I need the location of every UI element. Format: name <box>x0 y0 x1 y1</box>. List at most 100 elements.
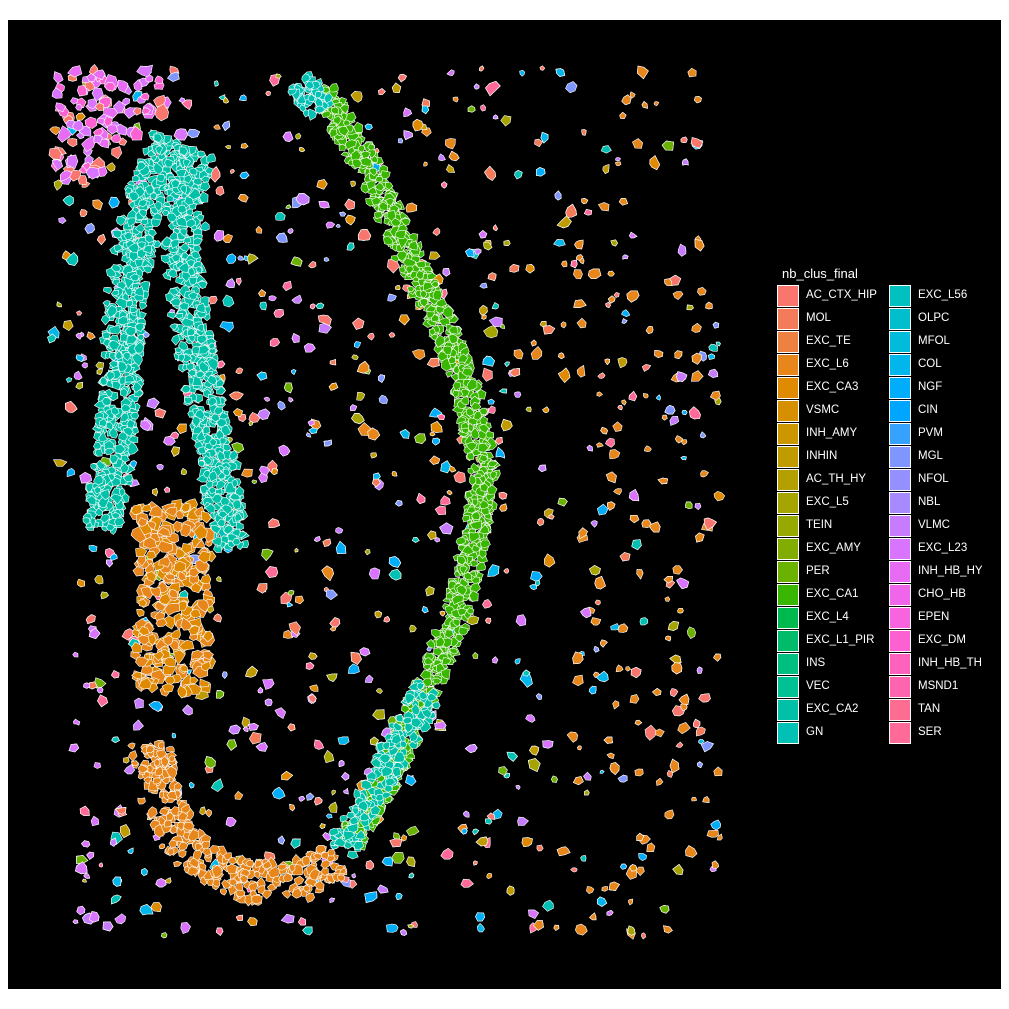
cell <box>329 358 337 366</box>
legend-item: EXC_TE <box>777 331 889 354</box>
cell <box>178 842 189 851</box>
cell <box>398 314 410 326</box>
cell <box>680 136 688 144</box>
cell <box>359 647 371 657</box>
legend-item: MOL <box>777 308 889 331</box>
cell <box>108 360 118 368</box>
cell <box>117 316 129 326</box>
cell <box>291 332 300 343</box>
legend-item: PVM <box>889 423 1001 446</box>
cell <box>664 596 671 602</box>
cell <box>347 663 360 674</box>
legend-label: CHO_HB <box>918 588 966 600</box>
cell <box>153 133 163 144</box>
cell <box>136 64 153 78</box>
cell <box>398 266 406 274</box>
cell <box>326 673 338 682</box>
cell <box>76 85 87 97</box>
cell <box>98 430 108 442</box>
cell <box>503 772 510 779</box>
cell <box>167 71 180 82</box>
cell <box>440 181 448 189</box>
cell <box>104 447 115 456</box>
legend-key <box>777 446 799 468</box>
cell <box>581 198 589 205</box>
cell <box>120 462 130 474</box>
cell <box>480 104 487 112</box>
cell <box>687 67 697 78</box>
cell <box>685 845 698 858</box>
cell <box>542 899 554 912</box>
legend-label: AC_CTX_HIP <box>806 289 877 301</box>
cell <box>339 814 348 823</box>
cell <box>479 539 491 549</box>
cell <box>667 620 680 631</box>
legend-item: NBL <box>889 492 1001 515</box>
cell <box>621 399 627 406</box>
cell <box>274 212 286 221</box>
cell <box>669 654 682 664</box>
cell <box>403 130 413 141</box>
cell <box>669 274 682 286</box>
cell <box>208 295 218 305</box>
cell <box>140 867 148 877</box>
cell <box>248 420 254 426</box>
cell <box>565 81 578 94</box>
cell <box>85 614 96 624</box>
cell <box>421 105 430 115</box>
cell <box>88 627 101 640</box>
cell <box>498 388 508 394</box>
legend-key <box>889 607 911 629</box>
cell <box>92 199 103 211</box>
cell <box>476 922 485 933</box>
legend-key <box>777 699 799 721</box>
cell <box>663 925 673 934</box>
cell <box>331 789 336 796</box>
cell <box>682 158 689 166</box>
cell <box>641 519 652 528</box>
cell <box>675 435 684 444</box>
cell <box>323 439 332 447</box>
legend-title: nb_clus_final <box>782 266 858 281</box>
cell <box>189 676 199 685</box>
legend-key <box>889 561 911 583</box>
cell <box>603 736 613 744</box>
cell <box>325 589 338 601</box>
cell <box>224 144 231 150</box>
cell <box>51 87 63 99</box>
cell <box>461 828 468 835</box>
cell <box>215 927 224 936</box>
cell <box>72 919 79 925</box>
cell <box>102 286 112 295</box>
legend-item: TEIN <box>777 515 889 538</box>
cell <box>600 639 608 648</box>
cell <box>544 553 556 568</box>
cell <box>231 442 245 454</box>
cell <box>542 406 550 414</box>
cell <box>91 87 104 102</box>
cell <box>140 218 149 226</box>
cell <box>678 693 690 705</box>
cell <box>225 817 237 827</box>
cell <box>464 743 478 754</box>
cell <box>109 454 119 465</box>
legend-key <box>777 331 799 353</box>
cell <box>710 819 721 831</box>
cell <box>700 741 714 753</box>
cell <box>124 374 136 383</box>
cell <box>527 758 541 773</box>
cell <box>56 301 62 308</box>
cell <box>377 374 386 383</box>
cell <box>120 824 131 839</box>
cell <box>653 101 660 107</box>
cell <box>322 538 332 547</box>
legend-item: CIN <box>889 400 1001 423</box>
cell <box>339 211 346 217</box>
cell <box>618 197 629 206</box>
cell <box>257 408 271 420</box>
cell <box>412 119 424 132</box>
cell <box>372 478 381 488</box>
cell <box>113 517 125 527</box>
cell <box>96 368 103 375</box>
